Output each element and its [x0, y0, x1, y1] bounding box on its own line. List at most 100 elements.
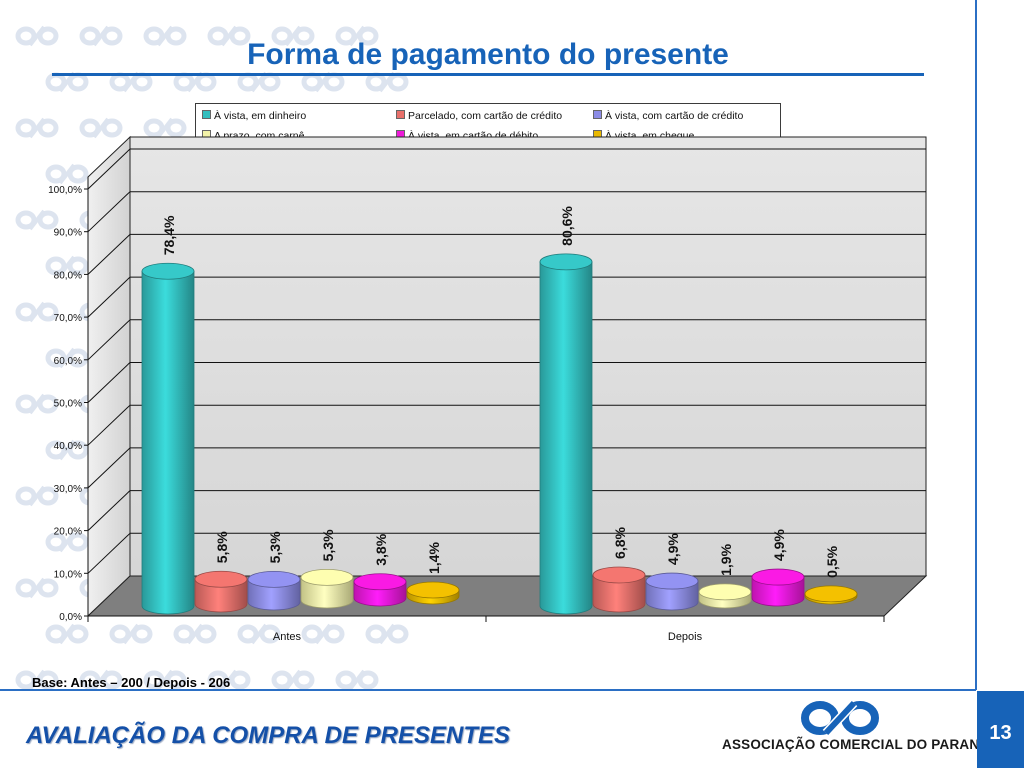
- watermark-ring: [357, 26, 379, 46]
- data-label: 1,4%: [426, 542, 442, 574]
- chart-marks: 78,4% 5,8% 5,3% 5,3% 3,8% 1,4% 80,6% 6,8% 4,9% 1,…: [141, 206, 858, 615]
- watermark-logo-icon: [143, 117, 187, 139]
- watermark-ring: [45, 624, 67, 644]
- page-number-box: [977, 691, 1024, 768]
- y-tick-label: 0,0%: [59, 612, 82, 623]
- watermark-ring: [79, 118, 101, 138]
- legend-item: Parcelado, com cartão de crédito: [396, 109, 562, 123]
- watermark-ring: [67, 256, 89, 276]
- watermark-ring: [37, 118, 59, 138]
- watermark-ring: [37, 578, 59, 598]
- bar-top: [804, 585, 858, 603]
- watermark-slash: [156, 669, 174, 691]
- watermark-logo-icon: [335, 669, 379, 691]
- y-tick-label: 100,0%: [48, 185, 82, 196]
- bar: [804, 585, 858, 605]
- watermark-ring: [45, 532, 67, 552]
- watermark-ring: [165, 670, 187, 690]
- data-label: 1,9%: [718, 543, 734, 575]
- watermark-ring: [335, 26, 357, 46]
- watermark-ring: [45, 348, 67, 368]
- watermark-logo-icon: [15, 117, 59, 139]
- watermark-ring: [387, 624, 409, 644]
- bar-top: [698, 583, 752, 601]
- footer-divider: [0, 689, 976, 691]
- watermark-logo-icon: [79, 25, 123, 47]
- watermark-ring: [37, 394, 59, 414]
- acp-logo-icon: [801, 700, 879, 736]
- watermark-ring: [67, 164, 89, 184]
- watermark-ring: [15, 210, 37, 230]
- data-label: 3,8%: [373, 533, 389, 565]
- y-tick-label: 80,0%: [54, 270, 82, 281]
- watermark-ring: [335, 670, 357, 690]
- bar: [592, 566, 646, 613]
- watermark-logo-icon: [15, 485, 59, 507]
- watermark-slash: [314, 623, 332, 645]
- bar: [751, 568, 805, 607]
- bar-body: [539, 261, 593, 615]
- footer-section-title: AVALIAÇÃO DA COMPRA DE PRESENTES: [26, 722, 511, 749]
- watermark-slash: [28, 25, 46, 47]
- watermark-ring: [45, 256, 67, 276]
- watermark-ring: [15, 394, 37, 414]
- watermark-logo-icon: [45, 531, 89, 553]
- watermark-slash: [28, 301, 46, 323]
- watermark-slash: [28, 117, 46, 139]
- bar-top: [645, 572, 699, 590]
- watermark-slash: [284, 669, 302, 691]
- bar-top: [247, 570, 301, 588]
- watermark-ring: [301, 624, 323, 644]
- watermark-ring: [143, 118, 165, 138]
- watermark-logo-icon: [15, 25, 59, 47]
- watermark-ring: [165, 118, 187, 138]
- gridline-side: [87, 234, 131, 275]
- watermark-ring: [67, 532, 89, 552]
- bar: [406, 581, 460, 605]
- bar-body: [194, 578, 248, 613]
- watermark-logo-icon: [301, 623, 345, 645]
- watermark-slash: [378, 71, 396, 93]
- watermark-ring: [109, 624, 131, 644]
- legend-item: À vista, com cartão de crédito: [593, 109, 743, 123]
- watermark-slash: [348, 669, 366, 691]
- bar-top: [353, 573, 407, 591]
- data-label: 5,3%: [267, 531, 283, 563]
- bar-body: [300, 576, 354, 609]
- watermark-logo-icon: [109, 623, 153, 645]
- watermark-slash: [28, 393, 46, 415]
- watermark-logo-icon: [79, 669, 123, 691]
- gridline-side: [87, 148, 131, 190]
- chart-side-wall: [87, 135, 131, 618]
- y-tick-label: 90,0%: [54, 228, 82, 239]
- watermark-slash: [186, 71, 204, 93]
- watermark-slash: [186, 623, 204, 645]
- watermark-ring: [67, 348, 89, 368]
- title-underline: [52, 73, 924, 76]
- watermark-logo-icon: [271, 25, 315, 47]
- watermark-ring: [15, 118, 37, 138]
- watermark-logo-icon: [79, 117, 123, 139]
- watermark-slash: [314, 71, 332, 93]
- watermark-ring: [259, 624, 281, 644]
- watermark-ring: [293, 670, 315, 690]
- watermark-logo-icon: [45, 255, 89, 277]
- watermark-ring: [45, 440, 67, 460]
- watermark-ring: [271, 670, 293, 690]
- watermark-logo-icon: [143, 25, 187, 47]
- y-tick-label: 50,0%: [54, 399, 82, 410]
- watermark-ring: [15, 670, 37, 690]
- legend-swatch: [396, 110, 405, 119]
- bar: [300, 568, 354, 609]
- watermark-ring: [365, 624, 387, 644]
- watermark-logo-icon: [15, 577, 59, 599]
- data-label: 6,8%: [612, 527, 628, 559]
- watermark-ring: [237, 624, 259, 644]
- watermark-ring: [37, 486, 59, 506]
- bar-top: [406, 581, 460, 599]
- gridline-side: [87, 490, 131, 531]
- watermark-slash: [122, 623, 140, 645]
- sample-base-note: Base: Antes – 200 / Depois - 206: [32, 675, 231, 690]
- watermark-slash: [92, 25, 110, 47]
- watermark-logo-icon: [365, 623, 409, 645]
